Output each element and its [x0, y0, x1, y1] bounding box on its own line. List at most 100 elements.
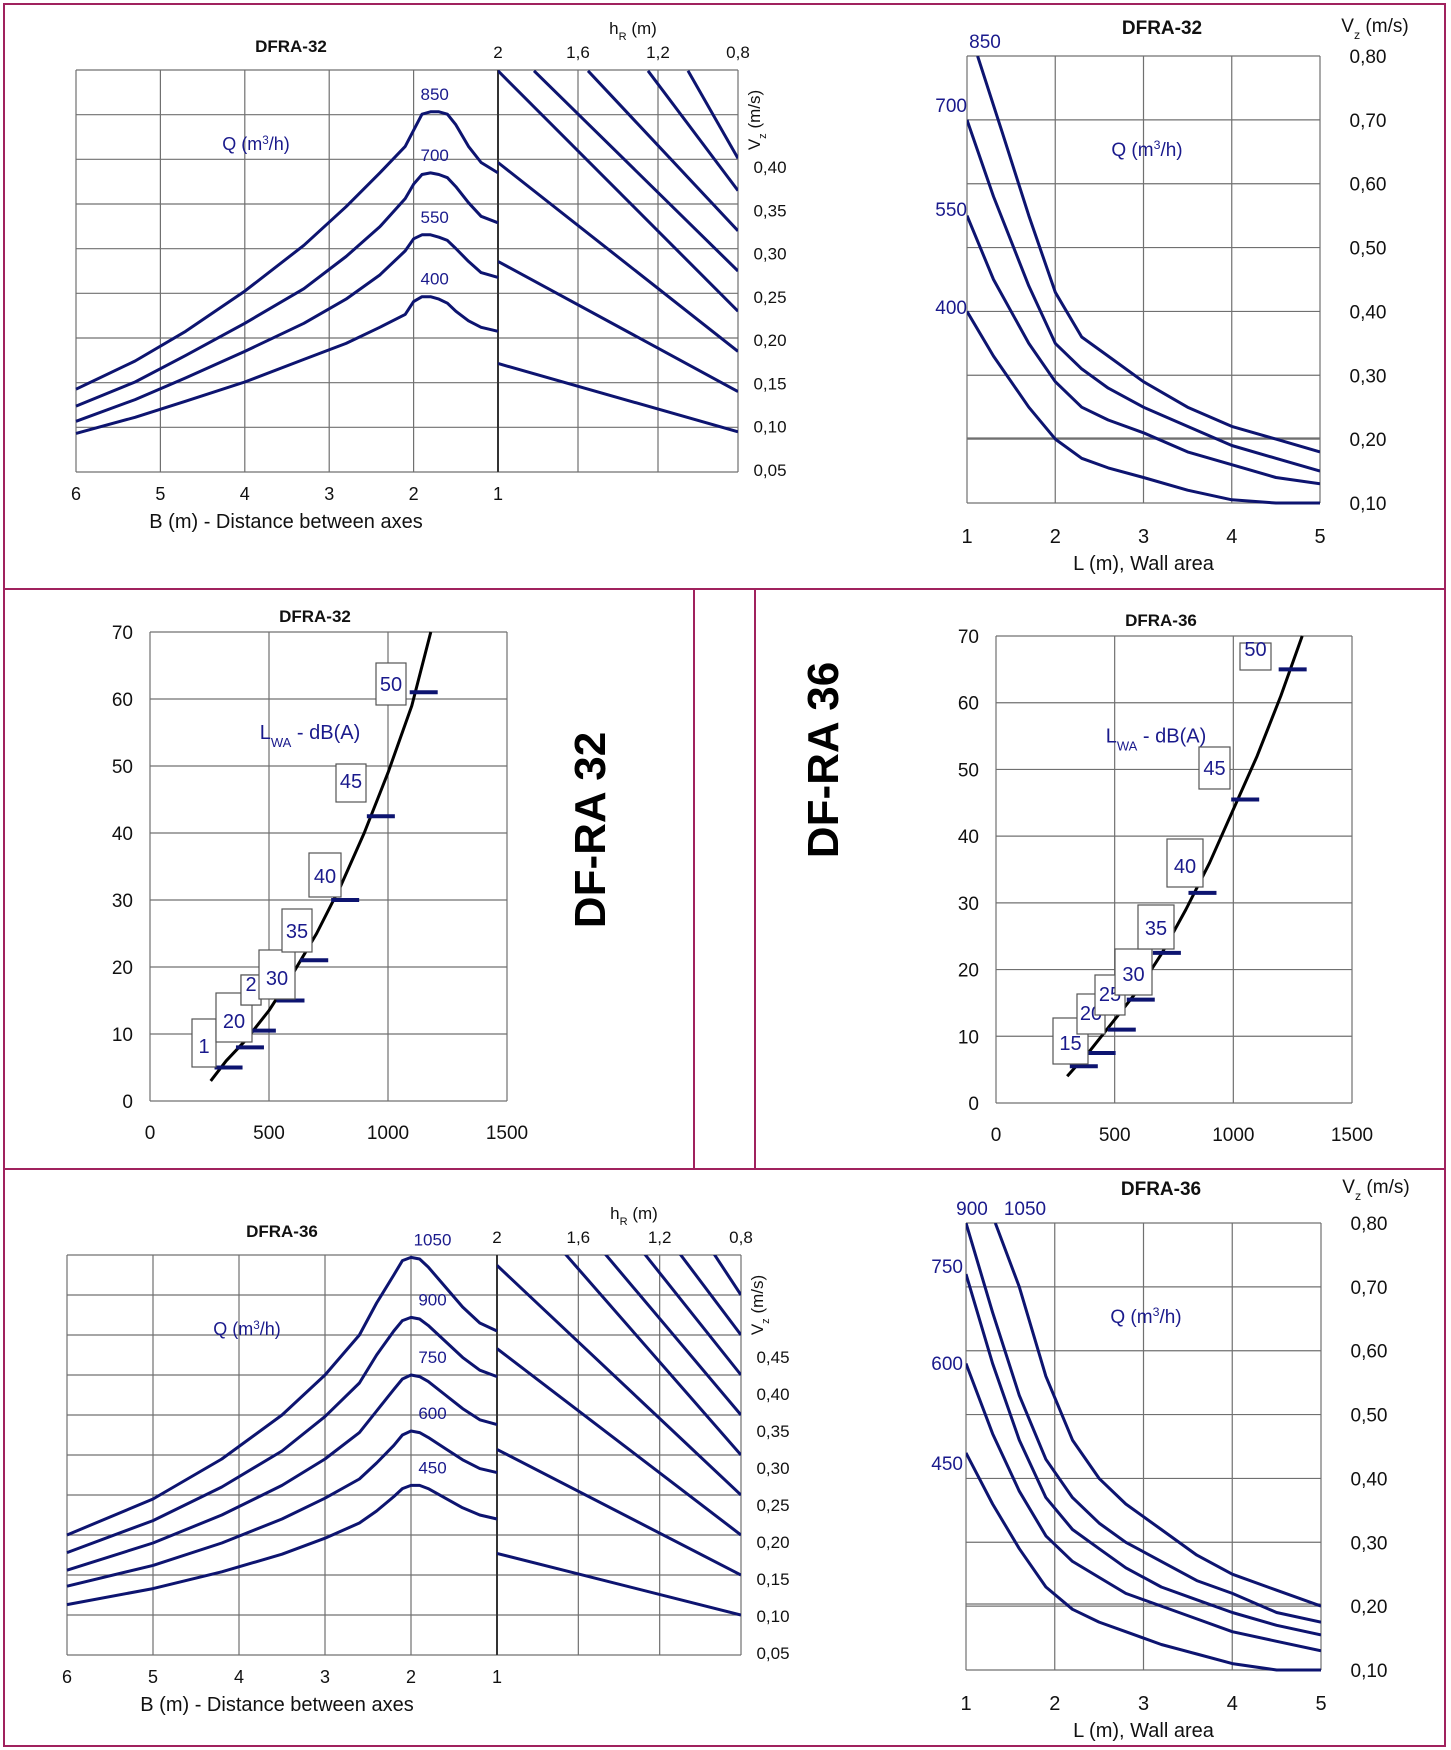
marker-label: 45: [340, 771, 362, 793]
y-axis-title: Vz (m/s): [745, 90, 769, 150]
text-part: 3: [262, 134, 269, 147]
series-line: [967, 215, 1320, 486]
y-tick-label: 0,70: [1351, 1278, 1388, 1299]
text-part: Q (m: [213, 1319, 253, 1339]
text-part: L: [1106, 726, 1117, 748]
y-tick-label: 30: [112, 891, 133, 912]
y-tick-label: 0,10: [756, 1607, 789, 1626]
x-tick-label: 2: [492, 1228, 501, 1247]
text-part: z: [760, 1318, 772, 1324]
series-line: [498, 362, 738, 434]
y-tick-label: 0,80: [1350, 47, 1387, 68]
series-name-label: 850: [969, 32, 1001, 53]
series-line: [75, 233, 499, 423]
y-tick-label: 20: [112, 958, 133, 979]
marker-label-box: [1166, 838, 1204, 888]
y-tick-label: 70: [958, 627, 979, 648]
x-tick-label: 5: [1315, 1693, 1326, 1715]
y-tick-label: 0,20: [753, 331, 786, 350]
chart-p1r: [498, 70, 738, 434]
series-name-label: 450: [931, 1454, 963, 1475]
series-line: [75, 295, 499, 435]
marker-label: 45: [1203, 758, 1225, 780]
series-line: [643, 1255, 741, 1376]
series-name-label: 1050: [1004, 1199, 1046, 1220]
series-line: [66, 1483, 498, 1607]
series-line: [498, 260, 738, 393]
x-tick-label: 1: [493, 484, 503, 504]
text-part: (m/s): [1360, 16, 1409, 37]
y-tick-label: 0,35: [753, 201, 786, 220]
series-line: [646, 70, 738, 192]
x-tick-label: 5: [148, 1667, 158, 1687]
marker-label-box: [335, 763, 367, 803]
y-tick-label: 10: [112, 1025, 133, 1046]
panel-frame-bottom: [3, 1168, 1446, 1747]
y-axis-title: Vz (m/s): [1342, 1177, 1409, 1203]
lwa-curve: [1066, 635, 1304, 1078]
text-part: Q (m: [222, 134, 262, 154]
y-tick-label: 0,25: [756, 1496, 789, 1515]
x-tick-label: 1,2: [646, 43, 670, 62]
y-tick-label: 0,35: [756, 1422, 789, 1441]
text-part: V: [748, 1323, 767, 1335]
y-tick-label: 0,40: [753, 158, 786, 177]
y-tick-label: 0,60: [1351, 1342, 1388, 1363]
series-name-label: 900: [956, 1199, 988, 1220]
series-name-label: 750: [418, 1348, 446, 1367]
x-tick-label: 3: [1138, 526, 1149, 548]
marker-label: 2: [245, 974, 256, 996]
x-tick-label: 2: [406, 1667, 416, 1687]
text-part: Q (m: [1111, 140, 1153, 161]
y-tick-label: 0,30: [1350, 366, 1387, 387]
series-line: [967, 310, 1320, 505]
y-tick-label: 40: [112, 824, 133, 845]
y-tick-label: 0,40: [1350, 302, 1387, 323]
series-line: [75, 110, 499, 391]
series-name-label: 400: [935, 298, 967, 319]
y-axis-title: Vz (m/s): [1341, 16, 1408, 42]
series-line: [66, 1429, 498, 1588]
x-tick-label: 0: [145, 1123, 156, 1144]
x-tick-label: 0,8: [726, 43, 750, 62]
y-tick-label: 70: [112, 623, 133, 644]
series-name-label: 550: [935, 200, 967, 221]
y-tick-label: 0,10: [753, 418, 786, 437]
y-tick-label: 20: [958, 961, 979, 982]
x-tick-label: 4: [1227, 1693, 1238, 1715]
y-tick-label: 0,40: [1351, 1469, 1388, 1490]
marker-label-box: [1198, 746, 1231, 790]
series-line: [966, 1273, 1321, 1637]
series-line: [712, 1255, 741, 1296]
x-tick-label: 2: [1049, 1693, 1060, 1715]
x-tick-label: 0: [991, 1125, 1002, 1146]
series-name-label: 450: [418, 1458, 446, 1477]
marker-label: 50: [380, 674, 402, 696]
text-part: 3: [1154, 138, 1161, 152]
x-tick-label: 1: [960, 1693, 971, 1715]
series-name-label: 600: [931, 1354, 963, 1375]
x-tick-label: 1000: [367, 1123, 409, 1144]
x-tick-label: 1500: [1331, 1125, 1373, 1146]
series-name-label: 700: [935, 96, 967, 117]
text-part: (m): [627, 19, 657, 38]
x-tick-label: 1: [492, 1667, 502, 1687]
x-tick-label: 500: [1099, 1125, 1131, 1146]
text-part: 3: [1153, 1305, 1160, 1319]
x-axis-title: L (m), Wall area: [1073, 1720, 1215, 1742]
series-name-label: 700: [421, 146, 449, 165]
x-tick-label: 5: [1314, 526, 1325, 548]
y-tick-label: 0: [968, 1094, 979, 1115]
x-tick-label: 3: [324, 484, 334, 504]
series-line: [497, 1448, 741, 1577]
y-tick-label: 0,05: [756, 1644, 789, 1663]
curves: [966, 1223, 1321, 1672]
series-line: [967, 119, 1320, 473]
vertical-label-dfra32: DF-RA 32: [566, 732, 615, 928]
series-name-label: 600: [418, 1404, 446, 1423]
marker-label-box: [375, 662, 407, 706]
series-name-label: 400: [421, 270, 449, 289]
text-part: Q (m: [1110, 1307, 1152, 1328]
chart-title: DFRA-32: [1122, 18, 1202, 39]
y-axis-title: Vz (m/s): [748, 1275, 772, 1335]
